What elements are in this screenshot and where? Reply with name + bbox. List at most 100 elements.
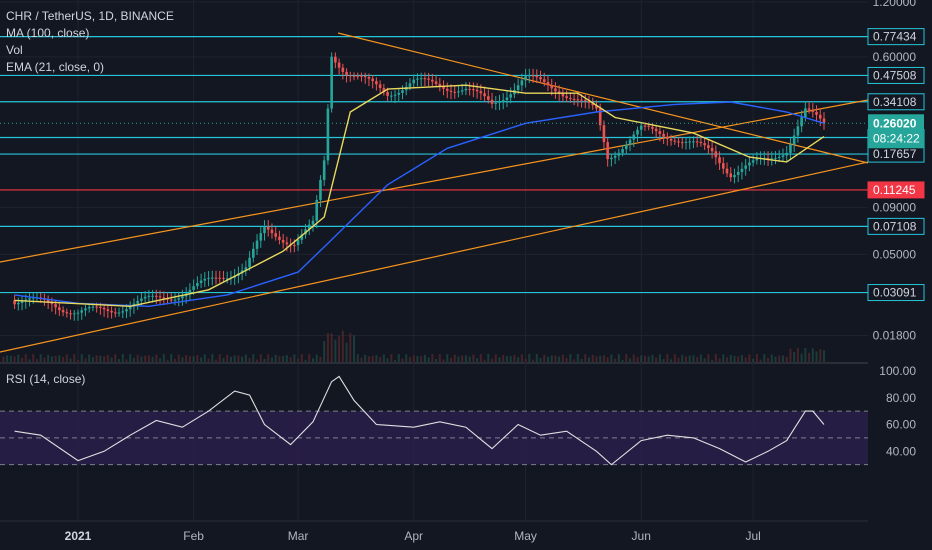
price-level-tag[interactable]	[867, 93, 925, 111]
candle[interactable]	[259, 226, 263, 248]
price-level-tag[interactable]	[867, 217, 925, 235]
candle[interactable]	[658, 127, 662, 142]
candle[interactable]	[766, 151, 770, 166]
rsi-legend[interactable]: RSI (14, close)	[6, 372, 86, 386]
candle[interactable]	[777, 150, 781, 163]
candle[interactable]	[736, 165, 740, 183]
vol-legend[interactable]: Vol	[6, 43, 23, 57]
candle[interactable]	[807, 101, 811, 114]
candle[interactable]	[13, 294, 16, 309]
ema-legend[interactable]: EMA (21, close, 0)	[6, 60, 105, 74]
candle[interactable]	[617, 148, 621, 161]
price-level-tag[interactable]	[867, 284, 925, 302]
candle[interactable]	[539, 70, 542, 84]
ema-21-line[interactable]	[14, 84, 825, 308]
candle[interactable]	[442, 80, 445, 96]
candle[interactable]	[494, 96, 498, 110]
trendline[interactable]	[0, 87, 932, 263]
candle[interactable]	[770, 151, 774, 166]
candle[interactable]	[65, 308, 69, 318]
candle[interactable]	[725, 162, 729, 178]
candle[interactable]	[535, 69, 539, 84]
candle[interactable]	[785, 146, 788, 162]
candle[interactable]	[412, 74, 415, 89]
candle[interactable]	[487, 89, 490, 104]
candle[interactable]	[419, 72, 423, 87]
candle[interactable]	[199, 273, 203, 289]
candle[interactable]	[151, 289, 154, 303]
candle[interactable]	[266, 220, 270, 237]
rsi-line[interactable]	[14, 375, 825, 466]
candle[interactable]	[628, 136, 632, 152]
ma-100-line[interactable]	[14, 101, 825, 308]
candle[interactable]	[382, 83, 386, 96]
candle[interactable]	[654, 125, 658, 138]
candle[interactable]	[393, 90, 397, 104]
candle[interactable]	[330, 52, 333, 113]
candle[interactable]	[72, 310, 76, 321]
candle[interactable]	[569, 92, 572, 103]
candle[interactable]	[222, 271, 225, 282]
price-axis[interactable]	[868, 0, 932, 550]
candle[interactable]	[501, 93, 505, 110]
candle[interactable]	[520, 73, 524, 92]
candle[interactable]	[162, 291, 166, 306]
candle[interactable]	[117, 307, 121, 317]
candle[interactable]	[281, 234, 285, 249]
candle[interactable]	[80, 307, 84, 320]
candle[interactable]	[472, 82, 475, 98]
candle[interactable]	[509, 87, 512, 104]
candle[interactable]	[423, 72, 427, 86]
candle[interactable]	[721, 157, 725, 175]
candle[interactable]	[177, 291, 181, 307]
candle[interactable]	[386, 87, 389, 102]
candle[interactable]	[625, 140, 628, 155]
candle[interactable]	[326, 104, 330, 165]
candle[interactable]	[729, 167, 733, 182]
trendline[interactable]	[0, 147, 932, 353]
candle[interactable]	[621, 145, 624, 157]
candle[interactable]	[639, 122, 643, 137]
candle[interactable]	[427, 72, 430, 87]
candle[interactable]	[811, 103, 815, 118]
candle[interactable]	[110, 306, 113, 319]
candle[interactable]	[307, 219, 311, 236]
candle[interactable]	[181, 289, 184, 306]
candle[interactable]	[397, 88, 401, 103]
candle[interactable]	[255, 234, 259, 256]
candle[interactable]	[684, 136, 688, 150]
trendline[interactable]	[337, 32, 869, 164]
candle[interactable]	[591, 97, 595, 110]
candle[interactable]	[244, 260, 248, 276]
candle[interactable]	[188, 283, 192, 301]
candle[interactable]	[196, 276, 199, 290]
candle[interactable]	[792, 128, 796, 153]
candle[interactable]	[542, 72, 546, 87]
candle[interactable]	[263, 220, 266, 241]
candle[interactable]	[445, 82, 449, 99]
candle[interactable]	[707, 139, 710, 155]
candle[interactable]	[699, 136, 703, 147]
candle[interactable]	[378, 80, 382, 93]
candle[interactable]	[334, 52, 337, 69]
candle[interactable]	[662, 129, 665, 145]
candle[interactable]	[136, 295, 139, 310]
candle[interactable]	[28, 293, 31, 307]
candle[interactable]	[677, 136, 680, 148]
candle[interactable]	[252, 242, 255, 263]
candle[interactable]	[114, 307, 117, 318]
candle[interactable]	[20, 295, 24, 311]
candle[interactable]	[524, 68, 527, 88]
candle[interactable]	[322, 155, 326, 186]
candle[interactable]	[128, 301, 132, 317]
candle[interactable]	[76, 309, 80, 321]
candle[interactable]	[360, 72, 363, 82]
candle[interactable]	[449, 84, 453, 100]
candle[interactable]	[595, 100, 598, 113]
candle[interactable]	[345, 68, 348, 83]
candle[interactable]	[613, 151, 617, 165]
ma-legend[interactable]: MA (100, close)	[6, 26, 90, 40]
candle[interactable]	[61, 306, 65, 317]
candle[interactable]	[390, 91, 393, 103]
candle[interactable]	[69, 309, 72, 320]
